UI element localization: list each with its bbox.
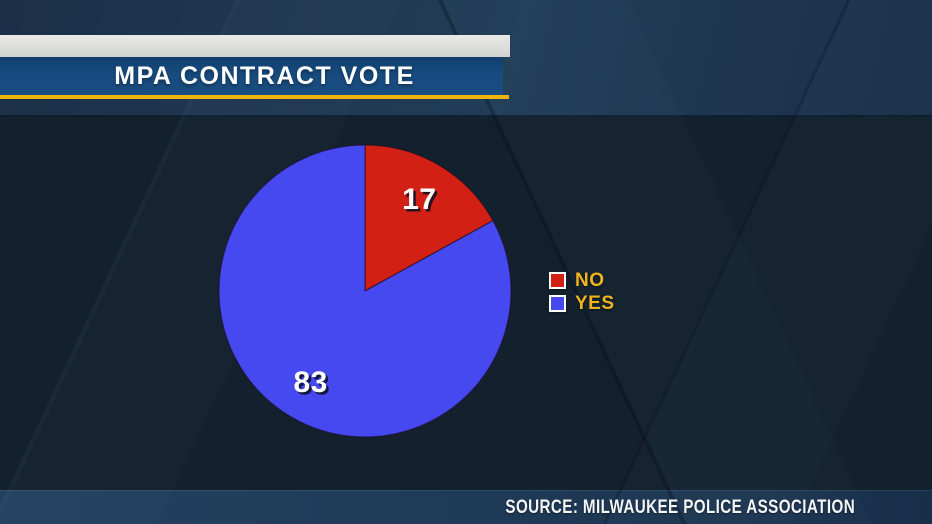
chart-legend: NO YES: [549, 270, 615, 314]
pie-slice-yes: [218, 144, 512, 438]
title-block: MPA CONTRACT VOTE: [0, 35, 510, 99]
title-top-accent-bar: [0, 35, 510, 57]
title-gold-underline: [0, 95, 509, 99]
source-bar: [0, 490, 932, 524]
page-title: MPA CONTRACT VOTE: [114, 61, 415, 90]
pie-value-label-yes: 83: [294, 366, 328, 399]
source-attribution: SOURCE: MILWAUKEE POLICE ASSOCIATION: [505, 497, 855, 518]
pie-value-label-no-shadow: 17: [405, 185, 439, 218]
pie-value-label-yes-shadow: 83: [296, 369, 330, 402]
title-bar: MPA CONTRACT VOTE: [0, 57, 503, 95]
legend-label-yes: YES: [575, 293, 615, 314]
pie-value-label-no: 17: [402, 183, 436, 216]
legend-item-no: NO: [549, 270, 615, 291]
legend-swatch-no: [549, 272, 566, 289]
legend-label-no: NO: [575, 270, 605, 291]
pie-slice-no: [364, 144, 494, 292]
legend-swatch-yes: [549, 295, 566, 312]
legend-item-yes: YES: [549, 293, 615, 314]
